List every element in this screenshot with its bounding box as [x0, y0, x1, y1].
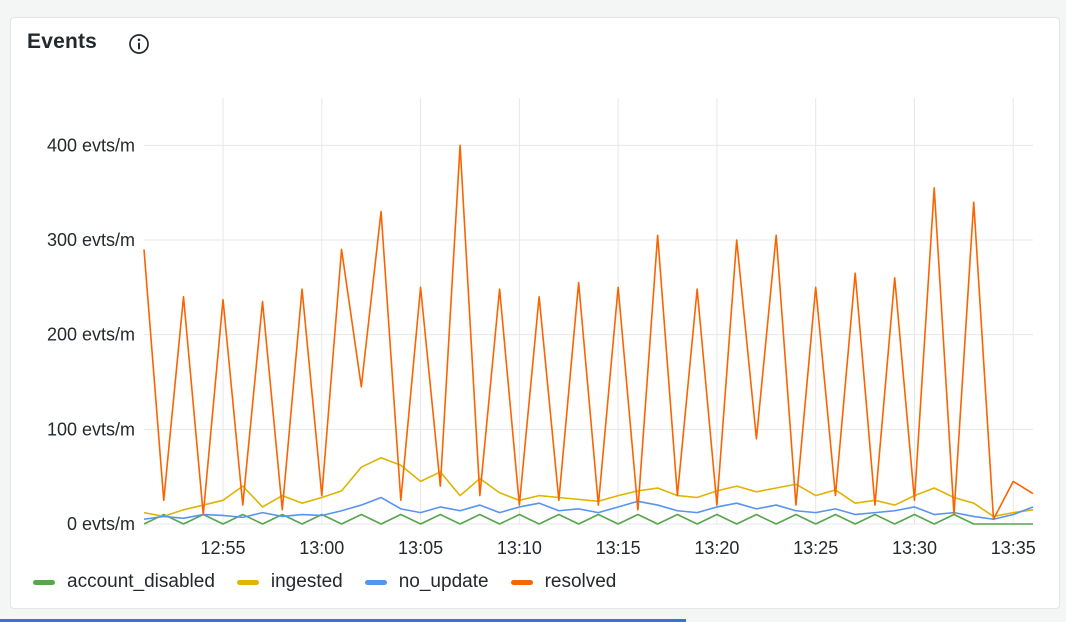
x-tick-label: 13:30: [892, 538, 937, 558]
events-line-chart: 0 evts/m 100 evts/m 200 evts/m 300 evts/m 40…: [47, 98, 1036, 558]
x-tick-label: 13:05: [398, 538, 443, 558]
legend-swatch: [236, 579, 259, 585]
legend-item-account-disabled[interactable]: account_disabled: [33, 571, 215, 593]
x-tick-label: 13:10: [497, 538, 542, 558]
legend-swatch: [33, 579, 55, 585]
legend-item-ingested[interactable]: ingested: [236, 571, 343, 593]
legend-label: resolved: [544, 571, 617, 592]
legend-item-resolved[interactable]: resolved: [510, 571, 617, 593]
legend-label: account_disabled: [67, 571, 215, 592]
x-tick-label: 13:00: [299, 538, 344, 558]
legend-swatch: [510, 579, 533, 585]
series-line-resolved[interactable]: [143, 144, 1034, 521]
legend-label: no_update: [398, 571, 489, 592]
events-panel: Events 0 evts/m 100 evts/m 200 evts/m 300 e…: [10, 17, 1060, 609]
legend-label: ingested: [270, 571, 343, 592]
legend-item-no-update[interactable]: no_update: [364, 571, 489, 593]
series-line-no-update[interactable]: [143, 496, 1034, 521]
y-tick-label: 100 evts/m: [47, 419, 135, 439]
info-circle-icon[interactable]: [128, 33, 150, 55]
x-tick-label: 13:25: [793, 538, 838, 558]
panel-title: Events: [27, 30, 98, 53]
y-tick-label: 300 evts/m: [47, 230, 135, 250]
x-tick-label: 13:15: [596, 538, 641, 558]
y-tick-label: 200 evts/m: [47, 325, 135, 345]
x-tick-label: 12:55: [200, 538, 245, 558]
series-line-ingested[interactable]: [143, 456, 1034, 518]
scroll-indicator: [0, 619, 686, 622]
series-line-account-disabled[interactable]: [143, 513, 1033, 525]
chart-legend: account_disabled ingested no_update resolve…: [33, 571, 638, 593]
x-tick-label: 13:35: [991, 538, 1036, 558]
y-tick-label: 0 evts/m: [67, 514, 135, 534]
y-tick-label: 400 evts/m: [47, 135, 135, 155]
legend-swatch: [364, 579, 387, 585]
x-tick-label: 13:20: [694, 538, 739, 558]
